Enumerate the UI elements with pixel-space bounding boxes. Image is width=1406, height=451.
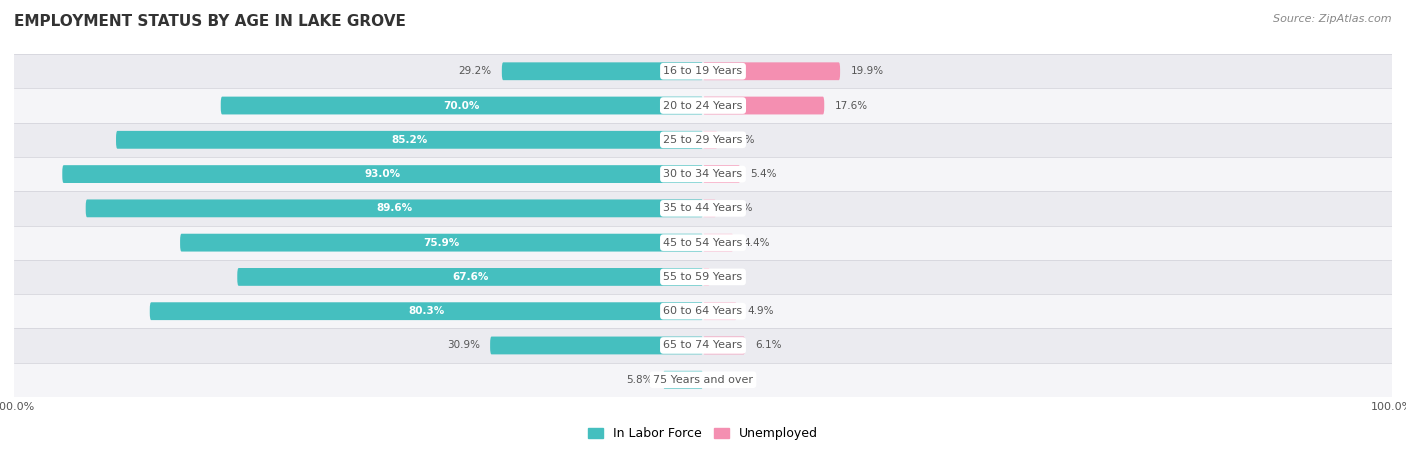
Text: 35 to 44 Years: 35 to 44 Years — [664, 203, 742, 213]
Text: 75.9%: 75.9% — [423, 238, 460, 248]
Text: 29.2%: 29.2% — [458, 66, 492, 76]
FancyBboxPatch shape — [14, 54, 1392, 88]
Text: 30 to 34 Years: 30 to 34 Years — [664, 169, 742, 179]
FancyBboxPatch shape — [221, 97, 703, 115]
Text: 16 to 19 Years: 16 to 19 Years — [664, 66, 742, 76]
FancyBboxPatch shape — [180, 234, 703, 252]
FancyBboxPatch shape — [703, 234, 734, 252]
Text: 0.0%: 0.0% — [713, 375, 740, 385]
Text: 2.1%: 2.1% — [728, 135, 754, 145]
FancyBboxPatch shape — [703, 165, 740, 183]
Text: Source: ZipAtlas.com: Source: ZipAtlas.com — [1274, 14, 1392, 23]
FancyBboxPatch shape — [664, 371, 703, 389]
FancyBboxPatch shape — [14, 88, 1392, 123]
FancyBboxPatch shape — [14, 191, 1392, 226]
Text: 67.6%: 67.6% — [451, 272, 488, 282]
Text: 70.0%: 70.0% — [444, 101, 479, 110]
FancyBboxPatch shape — [14, 363, 1392, 397]
FancyBboxPatch shape — [14, 226, 1392, 260]
Text: 6.1%: 6.1% — [755, 341, 782, 350]
Text: 30.9%: 30.9% — [447, 341, 479, 350]
Text: 1.0%: 1.0% — [720, 272, 747, 282]
FancyBboxPatch shape — [703, 199, 716, 217]
Text: 93.0%: 93.0% — [364, 169, 401, 179]
Legend: In Labor Force, Unemployed: In Labor Force, Unemployed — [583, 423, 823, 446]
Text: 80.3%: 80.3% — [408, 306, 444, 316]
FancyBboxPatch shape — [14, 260, 1392, 294]
FancyBboxPatch shape — [703, 97, 824, 115]
Text: 5.8%: 5.8% — [626, 375, 652, 385]
Text: 45 to 54 Years: 45 to 54 Years — [664, 238, 742, 248]
FancyBboxPatch shape — [62, 165, 703, 183]
FancyBboxPatch shape — [703, 302, 737, 320]
Text: 20 to 24 Years: 20 to 24 Years — [664, 101, 742, 110]
Text: 89.6%: 89.6% — [377, 203, 412, 213]
FancyBboxPatch shape — [238, 268, 703, 286]
Text: 25 to 29 Years: 25 to 29 Years — [664, 135, 742, 145]
Text: 5.4%: 5.4% — [751, 169, 778, 179]
FancyBboxPatch shape — [502, 62, 703, 80]
Text: 85.2%: 85.2% — [391, 135, 427, 145]
FancyBboxPatch shape — [703, 268, 710, 286]
FancyBboxPatch shape — [86, 199, 703, 217]
FancyBboxPatch shape — [703, 62, 841, 80]
Text: 55 to 59 Years: 55 to 59 Years — [664, 272, 742, 282]
Text: 60 to 64 Years: 60 to 64 Years — [664, 306, 742, 316]
Text: 1.9%: 1.9% — [727, 203, 754, 213]
Text: EMPLOYMENT STATUS BY AGE IN LAKE GROVE: EMPLOYMENT STATUS BY AGE IN LAKE GROVE — [14, 14, 406, 28]
Text: 19.9%: 19.9% — [851, 66, 883, 76]
Text: 17.6%: 17.6% — [835, 101, 868, 110]
FancyBboxPatch shape — [14, 123, 1392, 157]
Text: 4.9%: 4.9% — [747, 306, 773, 316]
Text: 75 Years and over: 75 Years and over — [652, 375, 754, 385]
FancyBboxPatch shape — [14, 294, 1392, 328]
Text: 65 to 74 Years: 65 to 74 Years — [664, 341, 742, 350]
FancyBboxPatch shape — [14, 328, 1392, 363]
FancyBboxPatch shape — [703, 336, 745, 354]
Text: 4.4%: 4.4% — [744, 238, 770, 248]
FancyBboxPatch shape — [14, 157, 1392, 191]
FancyBboxPatch shape — [150, 302, 703, 320]
FancyBboxPatch shape — [703, 131, 717, 149]
FancyBboxPatch shape — [491, 336, 703, 354]
FancyBboxPatch shape — [117, 131, 703, 149]
